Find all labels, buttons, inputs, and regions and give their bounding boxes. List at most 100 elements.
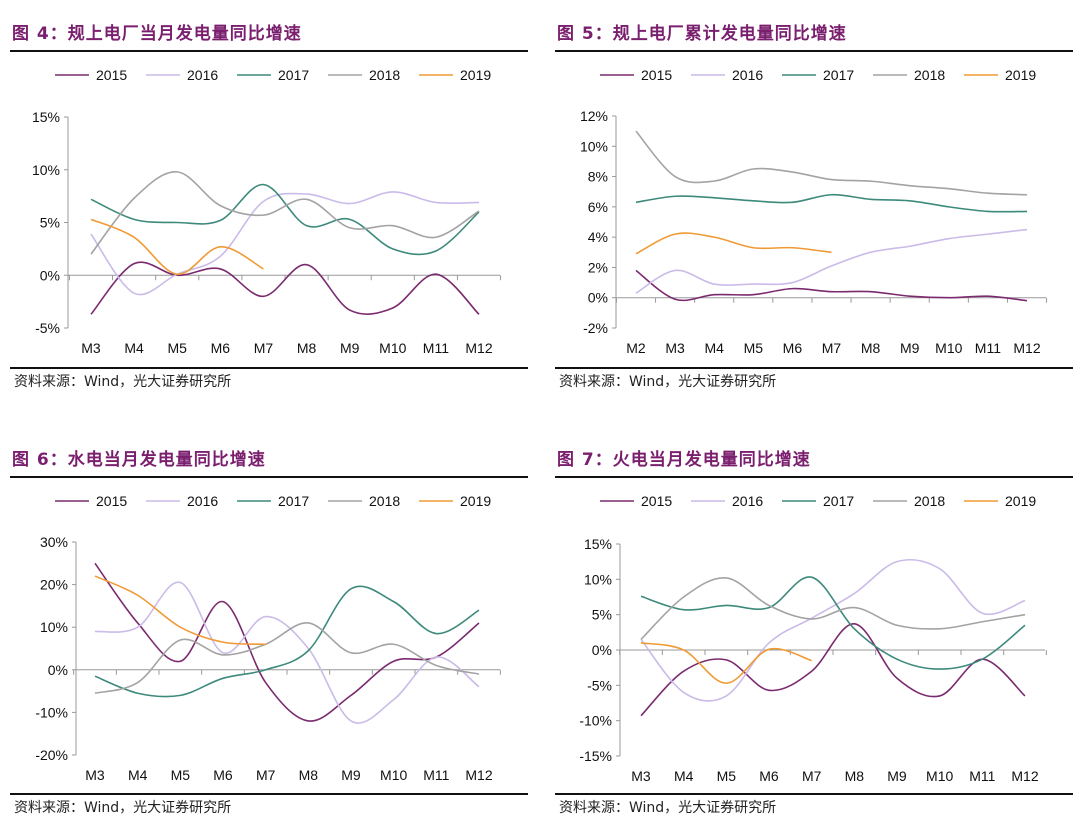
legend-item-2016: 2016 xyxy=(146,67,218,83)
y-tick-label: 10% xyxy=(40,619,68,635)
x-tick-label: M9 xyxy=(900,340,920,356)
y-tick-label: 6% xyxy=(588,199,608,215)
series-line-2019 xyxy=(636,233,832,254)
legend-item-2017: 2017 xyxy=(237,493,309,509)
x-tick-label: M10 xyxy=(379,340,406,356)
legend-label: 2016 xyxy=(732,493,763,509)
x-tick-label: M12 xyxy=(1011,768,1038,784)
x-tick-label: M4 xyxy=(128,767,148,783)
series-line-2017 xyxy=(641,577,1025,669)
x-tick-label: M3 xyxy=(85,767,105,783)
legend-item-2019: 2019 xyxy=(419,67,491,83)
legend-label: 2016 xyxy=(732,67,763,83)
y-tick-label: 2% xyxy=(588,259,608,275)
x-tick-label: M5 xyxy=(171,767,191,783)
y-tick-label: 30% xyxy=(40,534,68,550)
legend-label: 2018 xyxy=(369,493,400,509)
x-tick-label: M8 xyxy=(297,340,317,356)
y-tick-label: 15% xyxy=(584,536,612,552)
series-line-2015 xyxy=(95,563,479,721)
y-tick-label: 0% xyxy=(48,662,68,678)
x-tick-label: M2 xyxy=(626,340,646,356)
x-tick-label: M6 xyxy=(213,767,233,783)
legend-item-2015: 2015 xyxy=(600,493,672,509)
y-tick-label: -5% xyxy=(587,677,612,693)
x-tick-label: M9 xyxy=(341,767,361,783)
y-tick-label: 10% xyxy=(580,138,608,154)
legend-item-2018: 2018 xyxy=(873,67,945,83)
x-tick-label: M7 xyxy=(254,340,274,356)
x-tick-label: M12 xyxy=(465,340,492,356)
x-tick-label: M12 xyxy=(465,767,492,783)
x-tick-label: M6 xyxy=(211,340,231,356)
series-line-2016 xyxy=(641,560,1025,701)
x-tick-label: M11 xyxy=(423,340,449,356)
legend-item-2016: 2016 xyxy=(691,67,763,83)
legend-item-2015: 2015 xyxy=(55,493,127,509)
legend-item-2018: 2018 xyxy=(328,67,400,83)
x-tick-label: M6 xyxy=(783,340,803,356)
legend-item-2017: 2017 xyxy=(782,493,854,509)
y-tick-label: 20% xyxy=(40,577,68,593)
x-tick-label: M3 xyxy=(81,340,101,356)
x-tick-label: M10 xyxy=(380,767,407,783)
y-tick-label: -10% xyxy=(35,704,68,720)
legend-item-2016: 2016 xyxy=(691,493,763,509)
x-tick-label: M7 xyxy=(822,340,842,356)
y-tick-label: 8% xyxy=(588,169,608,185)
x-tick-label: M5 xyxy=(167,340,187,356)
legend-label: 2015 xyxy=(641,67,672,83)
legend-item-2019: 2019 xyxy=(964,67,1036,83)
x-tick-label: M10 xyxy=(935,340,962,356)
series-line-2016 xyxy=(95,582,479,723)
legend-label: 2017 xyxy=(278,67,309,83)
y-tick-label: 0% xyxy=(40,267,60,283)
legend-item-2016: 2016 xyxy=(146,493,218,509)
legend-label: 2015 xyxy=(96,67,127,83)
x-tick-label: M7 xyxy=(256,767,276,783)
series-line-2016 xyxy=(636,230,1027,294)
y-tick-label: -20% xyxy=(35,747,68,763)
y-tick-label: 15% xyxy=(32,109,60,125)
y-tick-label: 5% xyxy=(40,215,60,231)
x-tick-label: M11 xyxy=(969,768,995,784)
x-tick-label: M12 xyxy=(1013,340,1040,356)
y-tick-label: 10% xyxy=(584,571,612,587)
x-tick-label: M6 xyxy=(759,768,779,784)
legend-label: 2019 xyxy=(1005,67,1036,83)
legend-item-2019: 2019 xyxy=(419,493,491,509)
series-line-2015 xyxy=(641,624,1025,716)
legend-label: 2015 xyxy=(96,493,127,509)
x-tick-label: M11 xyxy=(423,767,449,783)
series-line-2019 xyxy=(641,643,812,683)
y-tick-label: 4% xyxy=(588,229,608,245)
x-tick-label: M3 xyxy=(665,340,685,356)
legend-label: 2018 xyxy=(914,67,945,83)
series-line-2017 xyxy=(636,195,1027,212)
y-tick-label: -5% xyxy=(35,320,60,336)
series-line-2018 xyxy=(636,131,1027,195)
series-line-2019 xyxy=(95,576,266,644)
series-line-2019 xyxy=(91,219,263,274)
legend-item-2018: 2018 xyxy=(328,493,400,509)
x-tick-label: M10 xyxy=(926,768,953,784)
legend-item-2015: 2015 xyxy=(600,67,672,83)
legend-label: 2018 xyxy=(369,67,400,83)
legend-label: 2017 xyxy=(823,67,854,83)
y-tick-label: 0% xyxy=(588,290,608,306)
y-tick-label: -2% xyxy=(583,320,608,336)
x-tick-label: M8 xyxy=(845,768,865,784)
x-tick-label: M9 xyxy=(340,340,360,356)
legend-label: 2019 xyxy=(460,67,491,83)
x-tick-label: M8 xyxy=(861,340,881,356)
x-tick-label: M7 xyxy=(802,768,822,784)
y-tick-label: 10% xyxy=(32,162,60,178)
legend-item-2017: 2017 xyxy=(237,67,309,83)
